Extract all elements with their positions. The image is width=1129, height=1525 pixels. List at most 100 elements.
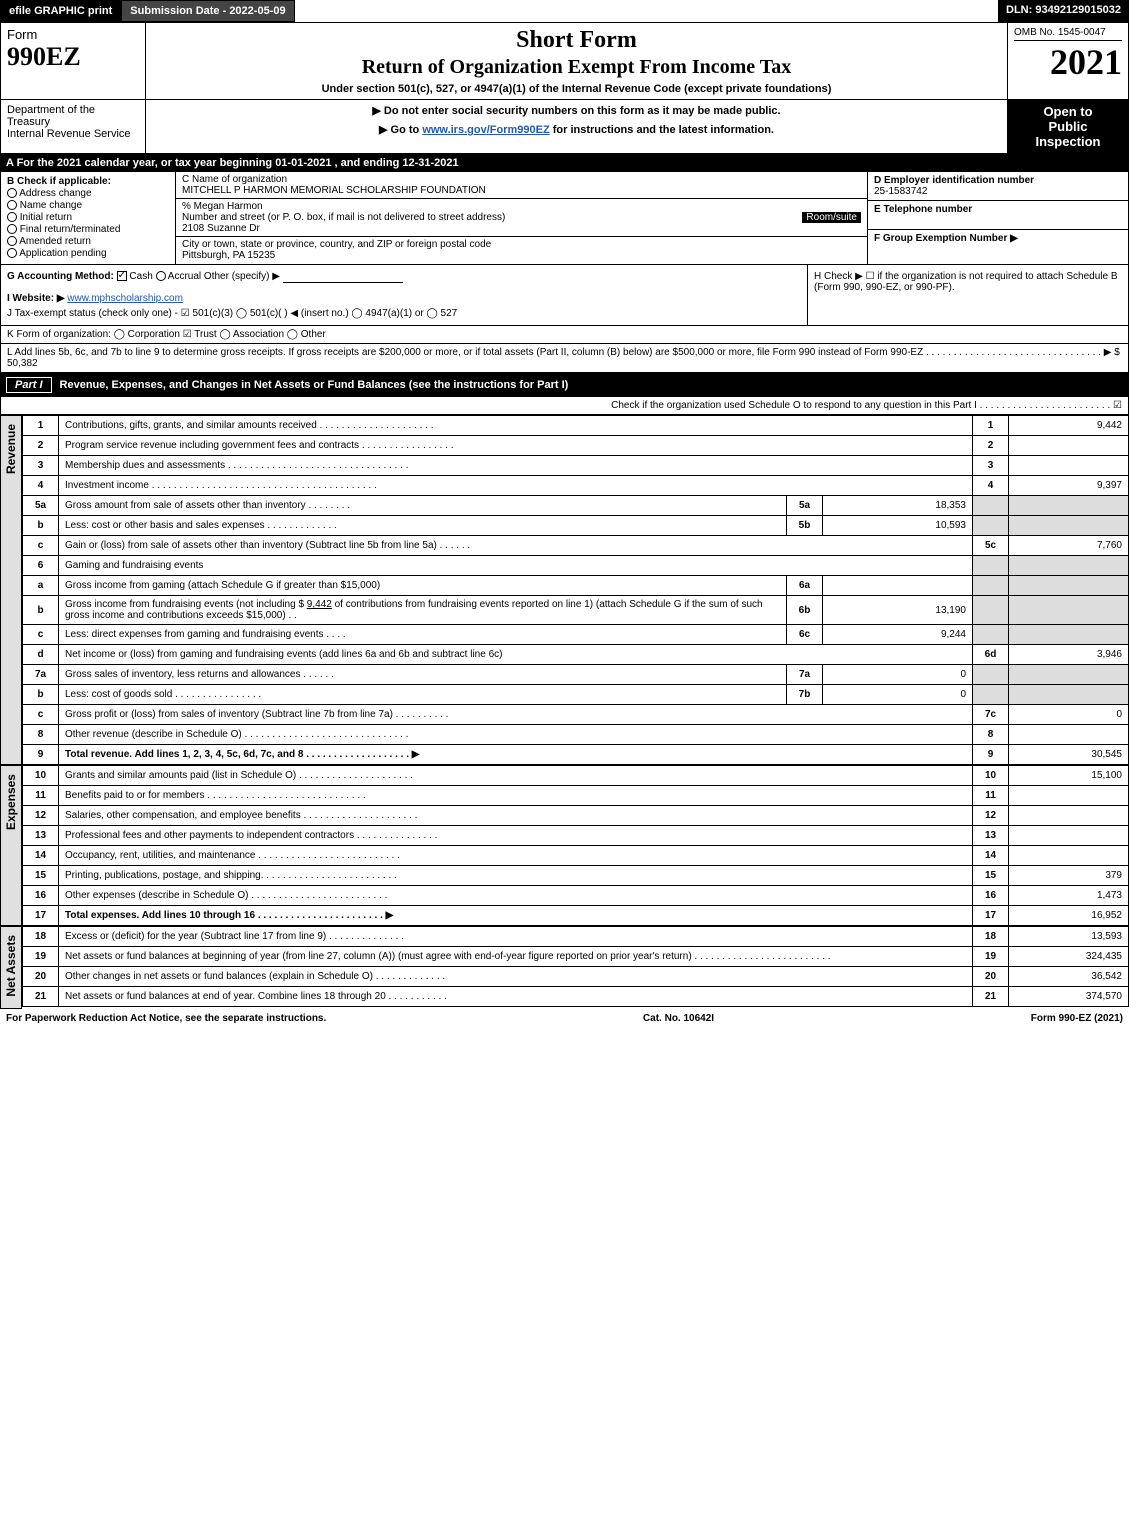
form-header-2: Department of the Treasury Internal Reve… (0, 100, 1129, 154)
part-1-tag: Part I (6, 377, 52, 393)
line-9: 9Total revenue. Add lines 1, 2, 3, 4, 5c… (23, 745, 1129, 765)
line-17: 17Total expenses. Add lines 10 through 1… (23, 906, 1129, 926)
line-18: 18Excess or (deficit) for the year (Subt… (23, 927, 1129, 947)
line-8: 8Other revenue (describe in Schedule O) … (23, 725, 1129, 745)
check-amended-return[interactable]: Amended return (7, 236, 169, 247)
room-suite-label: Room/suite (802, 212, 861, 223)
c-label: C Name of organization (182, 174, 287, 185)
form-header: Form 990EZ Short Form Return of Organiza… (0, 22, 1129, 100)
revenue-wrapper: Revenue 1Contributions, gifts, grants, a… (0, 415, 1129, 765)
netassets-table: 18Excess or (deficit) for the year (Subt… (22, 926, 1129, 1007)
line-7c: cGross profit or (loss) from sales of in… (23, 705, 1129, 725)
check-address-change[interactable]: Address change (7, 188, 169, 199)
i-label: I Website: ▶ (7, 293, 65, 304)
line-4: 4Investment income . . . . . . . . . . .… (23, 476, 1129, 496)
line-10: 10Grants and similar amounts paid (list … (23, 766, 1129, 786)
dept-line-1: Department of the Treasury (7, 104, 95, 128)
org-name: MITCHELL P HARMON MEMORIAL SCHOLARSHIP F… (182, 185, 486, 196)
line-13: 13Professional fees and other payments t… (23, 826, 1129, 846)
notes-cell: ▶ Do not enter social security numbers o… (146, 100, 1008, 153)
ein-value: 25-1583742 (874, 186, 927, 197)
line-12: 12Salaries, other compensation, and empl… (23, 806, 1129, 826)
expenses-wrapper: Expenses 10Grants and similar amounts pa… (0, 765, 1129, 926)
submission-date: Submission Date - 2022-05-09 (121, 0, 294, 22)
f-label: F Group Exemption Number ▶ (874, 233, 1018, 244)
netassets-wrapper: Net Assets 18Excess or (deficit) for the… (0, 926, 1129, 1009)
expenses-side-label: Expenses (0, 765, 22, 926)
form-label: Form (7, 27, 37, 42)
row-a-tax-year: A For the 2021 calendar year, or tax yea… (0, 154, 1129, 172)
form-number-cell: Form 990EZ (1, 23, 146, 99)
ssn-warning: ▶ Do not enter social security numbers o… (152, 104, 1001, 117)
revenue-side-label: Revenue (0, 415, 22, 765)
line-7a: 7aGross sales of inventory, less returns… (23, 665, 1129, 685)
website-link[interactable]: www.mphscholarship.com (67, 293, 183, 304)
page-footer: For Paperwork Reduction Act Notice, see … (0, 1009, 1129, 1028)
short-form-title: Short Form (152, 27, 1001, 54)
part-1-title: Revenue, Expenses, and Changes in Net As… (60, 379, 569, 391)
line-16: 16Other expenses (describe in Schedule O… (23, 886, 1129, 906)
irs-link[interactable]: www.irs.gov/Form990EZ (422, 124, 549, 136)
check-initial-return[interactable]: Initial return (7, 212, 169, 223)
row-l: L Add lines 5b, 6c, and 7b to line 9 to … (0, 344, 1129, 373)
line-2: 2Program service revenue including gover… (23, 436, 1129, 456)
open-line-3: Inspection (1014, 134, 1122, 149)
line-11: 11Benefits paid to or for members . . . … (23, 786, 1129, 806)
check-name-change[interactable]: Name change (7, 200, 169, 211)
line-6b: bGross income from fundraising events (n… (23, 596, 1129, 625)
footer-left: For Paperwork Reduction Act Notice, see … (6, 1013, 326, 1024)
line-19: 19Net assets or fund balances at beginni… (23, 947, 1129, 967)
efile-print-button[interactable]: efile GRAPHIC print (0, 0, 121, 22)
form-title-cell: Short Form Return of Organization Exempt… (146, 23, 1008, 99)
check-final-return[interactable]: Final return/terminated (7, 224, 169, 235)
d-label: D Employer identification number (874, 175, 1034, 186)
dln-label: DLN: 93492129015032 (998, 0, 1129, 22)
check-application-pending[interactable]: Application pending (7, 248, 169, 259)
line-6a: aGross income from gaming (attach Schedu… (23, 576, 1129, 596)
accrual-label: Accrual (168, 271, 201, 282)
line-7b: bLess: cost of goods sold . . . . . . . … (23, 685, 1129, 705)
city-label: City or town, state or province, country… (182, 239, 491, 250)
line-6d: dNet income or (loss) from gaming and fu… (23, 645, 1129, 665)
footer-right: Form 990-EZ (2021) (1031, 1013, 1123, 1024)
check-accrual[interactable] (156, 271, 166, 281)
open-line-2: Public (1014, 119, 1122, 134)
line-5a: 5aGross amount from sale of assets other… (23, 496, 1129, 516)
e-label: E Telephone number (874, 204, 972, 215)
part-1-header: Part I Revenue, Expenses, and Changes in… (0, 373, 1129, 397)
line-5b: bLess: cost or other basis and sales exp… (23, 516, 1129, 536)
top-bar: efile GRAPHIC print Submission Date - 20… (0, 0, 1129, 22)
check-cash[interactable] (117, 271, 127, 281)
col-h: H Check ▶ ☐ if the organization is not r… (808, 265, 1128, 325)
goto-line: ▶ Go to www.irs.gov/Form990EZ for instru… (152, 123, 1001, 136)
form-number: 990EZ (7, 42, 81, 71)
col-g: G Accounting Method: Cash Accrual Other … (1, 265, 808, 325)
row-l-amount: 50,382 (7, 358, 38, 369)
other-label: Other (specify) ▶ (204, 271, 280, 282)
year-cell: OMB No. 1545-0047 2021 (1008, 23, 1128, 99)
col-def: D Employer identification number 25-1583… (868, 172, 1128, 264)
cash-label: Cash (129, 271, 152, 282)
row-l-text: L Add lines 5b, 6c, and 7b to line 9 to … (7, 347, 1120, 358)
col-c: C Name of organization MITCHELL P HARMON… (176, 172, 868, 264)
line-20: 20Other changes in net assets or fund ba… (23, 967, 1129, 987)
expenses-table: 10Grants and similar amounts paid (list … (22, 765, 1129, 926)
street-address: 2108 Suzanne Dr (182, 223, 260, 234)
dept-line-2: Internal Revenue Service (7, 128, 131, 140)
row-gh: G Accounting Method: Cash Accrual Other … (0, 265, 1129, 326)
part-1-check-line: Check if the organization used Schedule … (0, 397, 1129, 415)
line-21: 21Net assets or fund balances at end of … (23, 987, 1129, 1007)
care-of: % Megan Harmon (182, 201, 263, 212)
goto-prefix: ▶ Go to (379, 124, 422, 136)
line-15: 15Printing, publications, postage, and s… (23, 866, 1129, 886)
tax-year: 2021 (1014, 41, 1122, 83)
line-1: 1Contributions, gifts, grants, and simil… (23, 416, 1129, 436)
line-3: 3Membership dues and assessments . . . .… (23, 456, 1129, 476)
col-b: B Check if applicable: Address change Na… (1, 172, 176, 264)
g-label: G Accounting Method: (7, 271, 114, 282)
line-5c: cGain or (loss) from sale of assets othe… (23, 536, 1129, 556)
section-bcdef: B Check if applicable: Address change Na… (0, 172, 1129, 265)
netassets-side-label: Net Assets (0, 926, 22, 1009)
section-subtitle: Under section 501(c), 527, or 4947(a)(1)… (152, 83, 1001, 95)
line-6c: cLess: direct expenses from gaming and f… (23, 625, 1129, 645)
